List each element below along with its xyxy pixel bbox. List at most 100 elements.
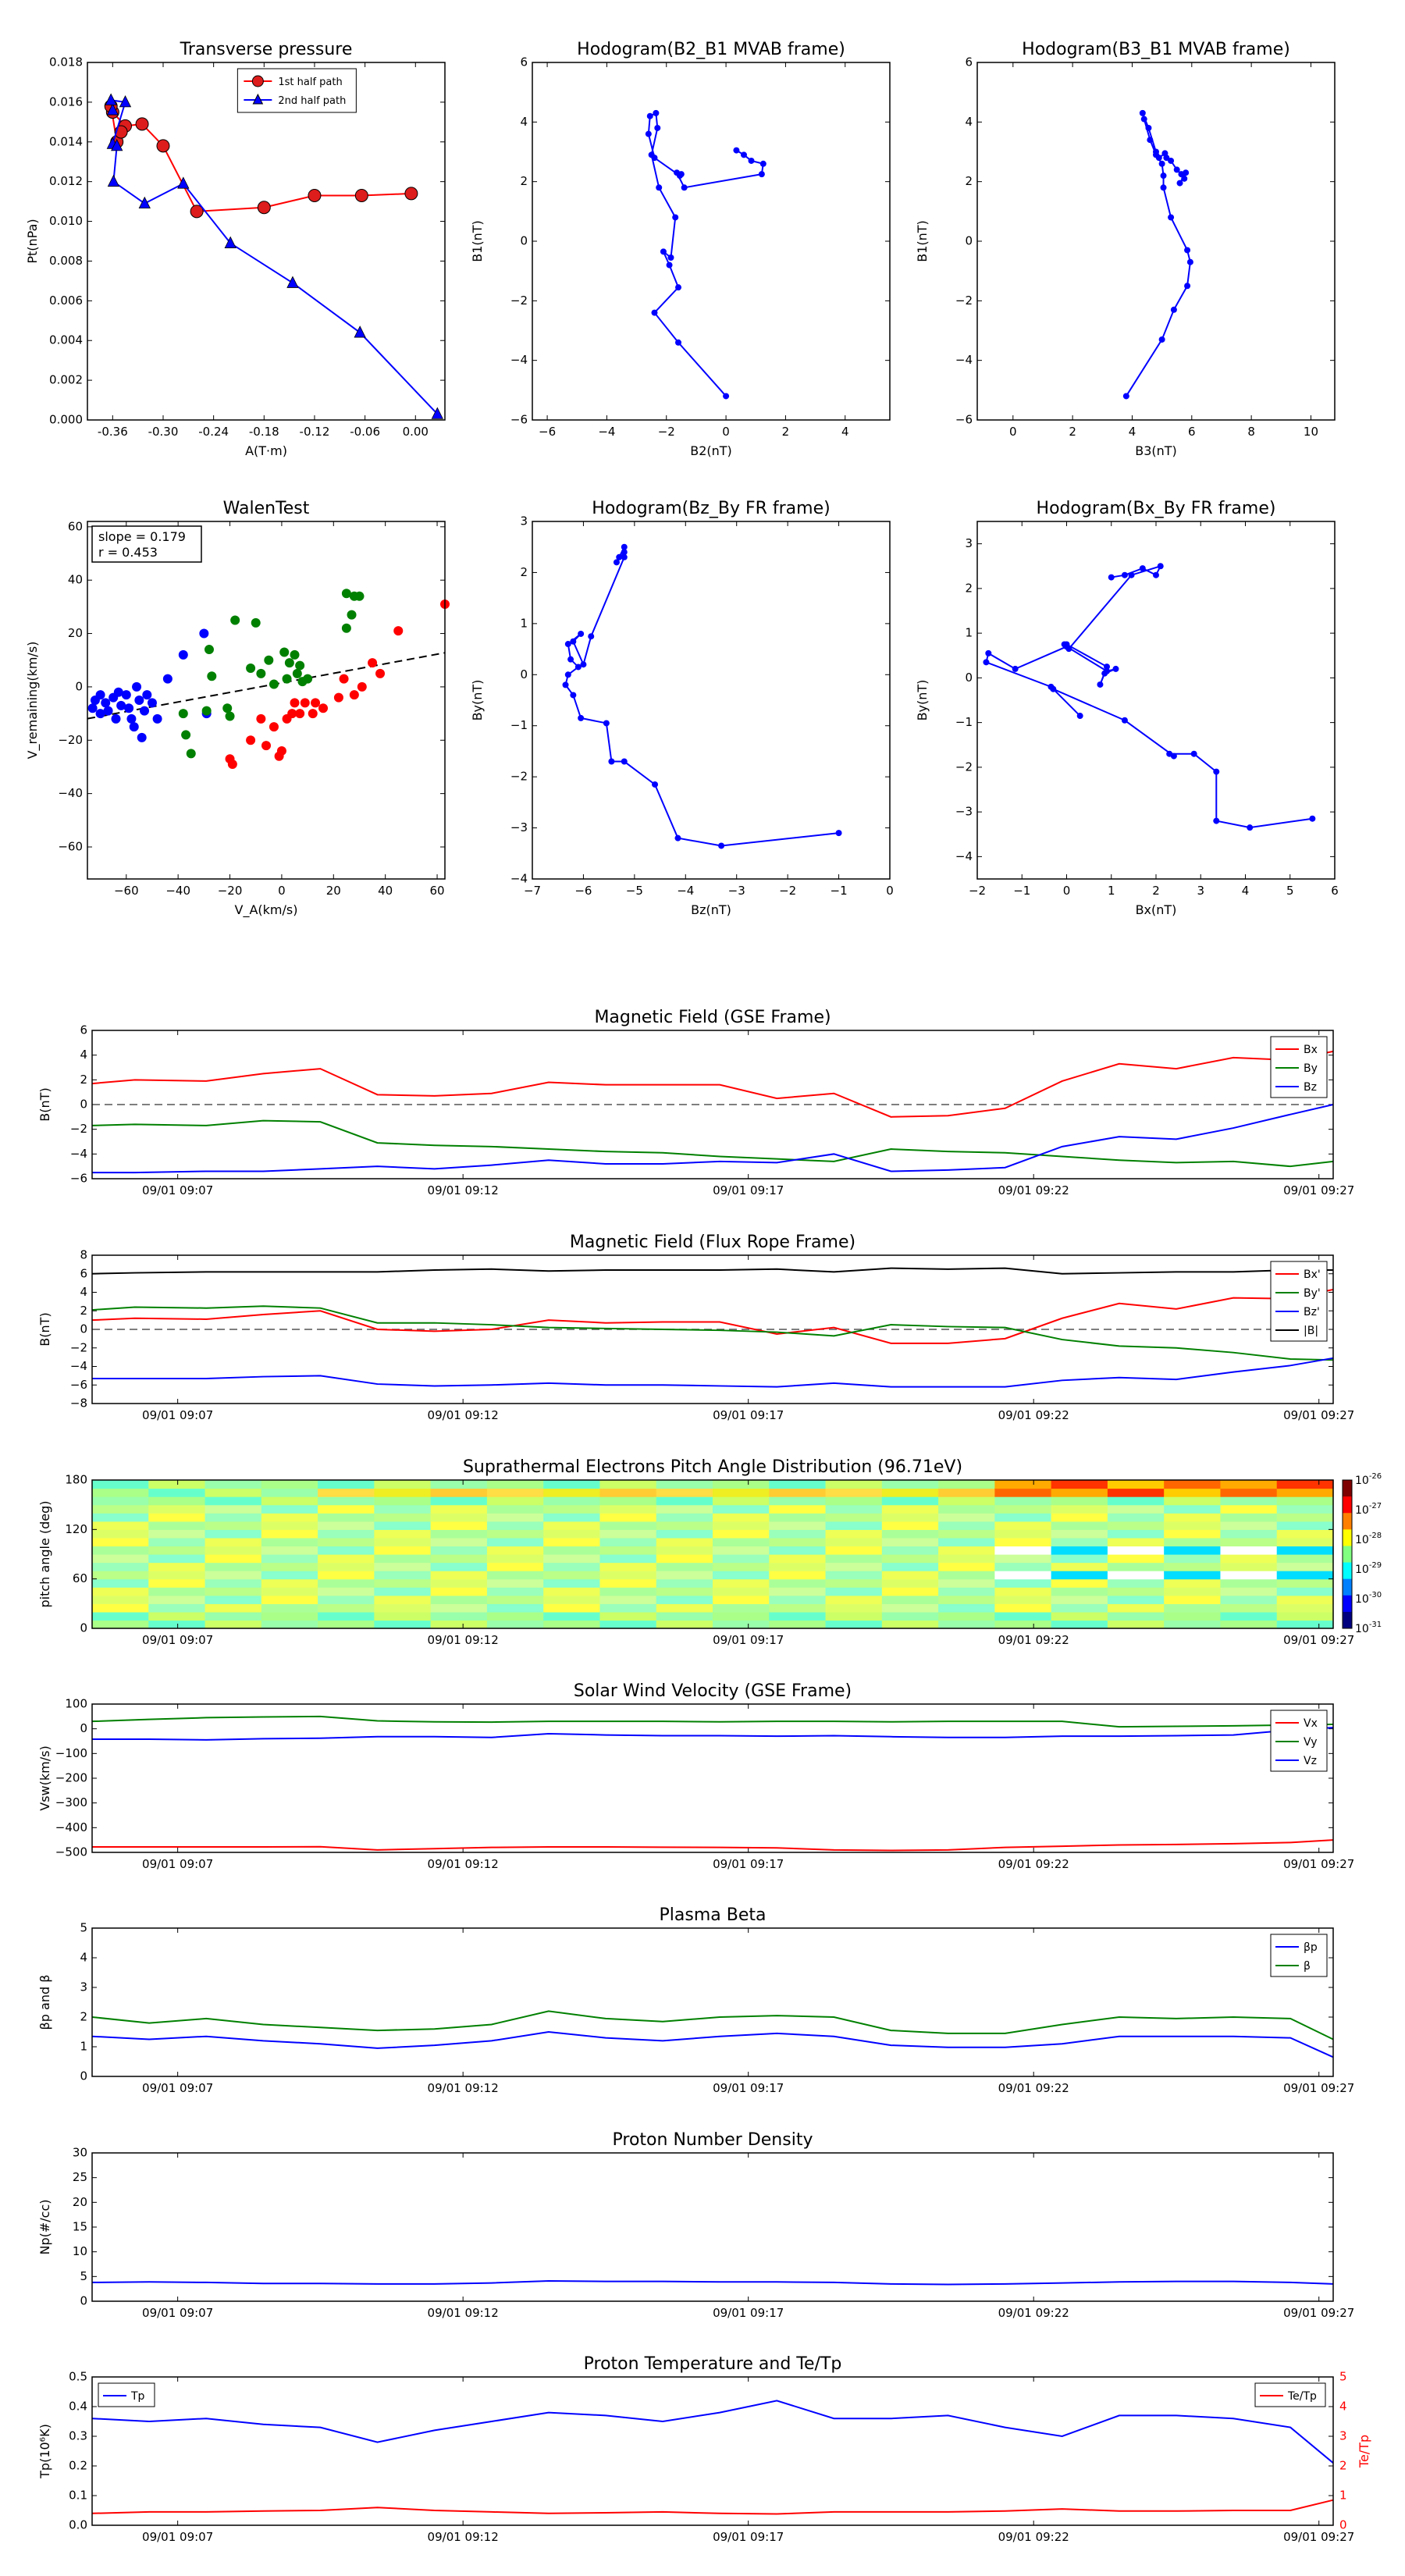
- heatmap-cell: [543, 1578, 601, 1588]
- heatmap-cell: [430, 1496, 488, 1506]
- heatmap-cell: [994, 1546, 1052, 1555]
- scatter-point-green: [284, 658, 294, 668]
- heatmap-cell: [486, 1571, 544, 1580]
- heatmap-cell: [1051, 1587, 1108, 1596]
- scatter-point-red: [261, 741, 271, 751]
- heatmap-cell: [1276, 1504, 1334, 1514]
- heatmap-cell: [938, 1603, 995, 1613]
- plot-frame: [91, 2152, 1334, 2302]
- scatter-point-blue: [111, 713, 121, 724]
- heatmap-cell: [656, 1496, 713, 1506]
- marker-dot: [567, 656, 574, 663]
- series-line-h4: [985, 564, 1313, 829]
- y-tick-label: 0.014: [49, 134, 83, 148]
- x-tick-label: 09/01 09:22: [998, 1183, 1069, 1197]
- heatmap-cell: [1051, 1595, 1108, 1604]
- series-line-Vz: [92, 1727, 1334, 1741]
- heatmap-cell: [938, 1587, 995, 1596]
- heatmap-cell: [1107, 1562, 1165, 1571]
- heatmap-cell: [318, 1611, 375, 1621]
- heatmap-cell: [205, 1611, 262, 1621]
- x-tick-label: −20: [218, 884, 243, 898]
- scatter-point-green: [269, 679, 279, 689]
- heatmap-cell: [1051, 1537, 1108, 1547]
- marker-dot: [621, 758, 628, 765]
- heatmap-cell: [318, 1571, 375, 1580]
- series-line-Te/Tp: [91, 2499, 1334, 2515]
- series-line-Np: [91, 2280, 1334, 2286]
- plot-frame: [532, 521, 891, 880]
- heatmap-cell: [994, 1537, 1052, 1547]
- marker-dot: [835, 830, 842, 837]
- series-line-β: [91, 2010, 1334, 2041]
- heatmap-cell: [1164, 1571, 1222, 1580]
- heatmap-cell: [486, 1537, 544, 1547]
- y-tick-label: −1: [955, 715, 973, 729]
- heatmap-cell: [994, 1480, 1052, 1489]
- heatmap-cell: [769, 1488, 827, 1497]
- y-tick-label: −2: [70, 1122, 87, 1136]
- heatmap-cell: [148, 1587, 206, 1596]
- scatter-point-green: [207, 671, 217, 681]
- heatmap-cell: [599, 1537, 657, 1547]
- heatmap-cell: [374, 1554, 432, 1564]
- heatmap-cell: [1107, 1529, 1165, 1539]
- chart-vsw: Solar Wind Velocity (GSE Frame) Vsw(km/s)…: [37, 1681, 1354, 1871]
- series-line-Vx: [92, 1839, 1334, 1852]
- heatmap-cell: [1051, 1529, 1108, 1539]
- heatmap-cell: [543, 1595, 601, 1604]
- scatter-point-green: [303, 674, 313, 684]
- heatmap-cell: [486, 1521, 544, 1530]
- y-axis-label: By(nT): [915, 680, 930, 721]
- legend: βp β: [1270, 1934, 1328, 1977]
- legend-label: By: [1304, 1062, 1318, 1075]
- marker-dot: [759, 160, 767, 167]
- marker-dot: [1213, 817, 1220, 824]
- heatmap-cell: [430, 1546, 488, 1555]
- heatmap-cell: [486, 1611, 544, 1621]
- heatmap-cell: [486, 1562, 544, 1571]
- colorbar-exponent: -30: [1369, 1591, 1382, 1599]
- y-tick-label: 0: [80, 1621, 87, 1635]
- heatmap-cell: [374, 1562, 432, 1571]
- heatmap-cell: [1107, 1578, 1165, 1588]
- scatter-point-blue: [101, 698, 111, 708]
- marker-dot: [1108, 574, 1115, 581]
- legend: 1st half path 2nd half path: [237, 68, 357, 113]
- marker-triangle: [107, 174, 120, 187]
- y-tick-label: −200: [55, 1771, 87, 1785]
- legend: Bx' By' Bz' |B|: [1270, 1261, 1328, 1342]
- heatmap-cell: [599, 1488, 657, 1497]
- x-tick-label: -0.18: [249, 425, 279, 439]
- y2-tick-label: 5: [1339, 2370, 1347, 2384]
- marker-dot: [1190, 750, 1197, 757]
- x-tick-label: -0.36: [98, 425, 128, 439]
- scatter-point-blue: [147, 698, 157, 708]
- heatmap-cell: [1164, 1546, 1222, 1555]
- colorbar-label: 10-29: [1355, 1561, 1382, 1576]
- y-tick-label: 0: [520, 234, 528, 248]
- heatmap-cell: [374, 1603, 432, 1613]
- series-line-h3: [564, 546, 839, 847]
- heatmap-cell: [430, 1537, 488, 1547]
- heatmap-cell: [881, 1571, 939, 1580]
- heatmap-cell: [713, 1603, 770, 1613]
- heatmap-cell: [938, 1546, 995, 1555]
- heatmap-cell: [543, 1620, 601, 1629]
- colorbar-segment: [1343, 1496, 1352, 1514]
- x-tick-label: 5: [1286, 884, 1294, 898]
- chart-np: Proton Number Density Np(#/cc) 09/01 09:07…: [37, 2130, 1354, 2320]
- marker-dot: [588, 633, 595, 640]
- scatter-point-red: [349, 690, 359, 700]
- scatter-point-red: [375, 668, 386, 678]
- heatmap-cell: [543, 1611, 601, 1621]
- heatmap-cell: [825, 1480, 883, 1489]
- heatmap-cell: [148, 1554, 206, 1564]
- heatmap-cell: [1220, 1587, 1278, 1596]
- marker-dot: [1160, 184, 1167, 191]
- marker-dot: [733, 147, 740, 154]
- heatmap-cell: [1107, 1488, 1165, 1497]
- colorbar-segment: [1343, 1562, 1352, 1580]
- legend-label: Vz: [1304, 1755, 1317, 1767]
- plot-frame: [976, 62, 1336, 421]
